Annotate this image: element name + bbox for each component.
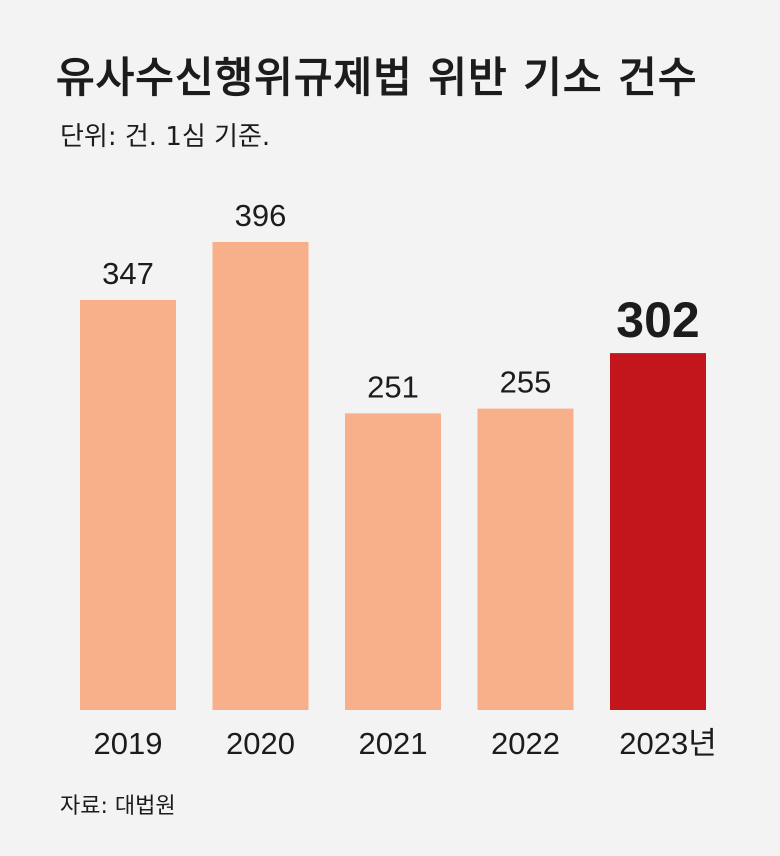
data-label-2021: 251: [367, 369, 419, 404]
bar-2019: [80, 299, 176, 710]
chart-title: 유사수신행위규제법 위반 기소 건수: [56, 53, 698, 102]
data-label-2020: 396: [235, 198, 287, 233]
x-tick-2020: 2020: [226, 726, 295, 761]
chart-subtitle: 단위: 건. 1심 기준.: [60, 122, 271, 152]
bar-2022: [477, 408, 574, 710]
data-label-2023년: 302: [616, 292, 699, 348]
data-label-2019: 347: [102, 256, 154, 291]
x-tick-2022: 2022: [491, 726, 560, 761]
source-note: 자료: 대법원: [60, 794, 176, 819]
bar-2023년: [610, 353, 706, 710]
data-label-2022: 255: [500, 365, 552, 400]
x-tick-2023년: 2023년: [619, 726, 716, 761]
bar-2021: [345, 413, 441, 710]
x-tick-2021: 2021: [359, 726, 428, 761]
x-tick-2019: 2019: [94, 726, 163, 761]
bar-2020: [212, 242, 309, 710]
